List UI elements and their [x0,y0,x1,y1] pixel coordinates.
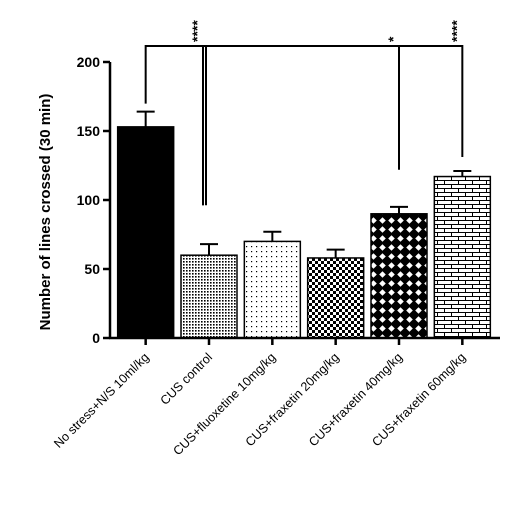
y-tick-label: 200 [77,54,101,70]
bracket-line [202,45,400,206]
significance-brackets: **** * **** [144,20,464,206]
significance-label: **** [189,20,205,42]
bracket-line [205,45,464,206]
y-tick-label: 0 [92,330,100,346]
bar-5 [370,213,428,339]
error-bar-2 [200,243,218,256]
bars [116,110,492,339]
y-tick-label: 100 [77,192,101,208]
x-tick-label: CUS control [158,350,216,408]
y-axis-label: Number of lines crossed (30 min) [37,94,54,331]
x-tick-label: CUS+fluoxetine 10mg/kg [171,350,279,458]
bar-3 [243,240,302,339]
error-bar-4 [326,248,345,258]
error-bar-3 [263,230,282,242]
significance-label: **** [448,20,464,42]
bar-6 [433,175,492,339]
significance-label: * [385,36,401,42]
x-tick-label: No stress+N/S 10ml/kg [51,350,152,451]
error-bar-5 [390,205,408,214]
bar-1 [116,126,175,339]
y-tick-label: 150 [77,123,101,139]
error-bar-1 [136,110,155,127]
significance-bracket-2: * [202,36,401,206]
error-bar-6 [453,170,472,177]
significance-bracket-3: **** [205,20,464,206]
bar-4 [306,257,365,339]
y-tick-label: 50 [84,261,100,277]
bar-2 [180,254,238,339]
